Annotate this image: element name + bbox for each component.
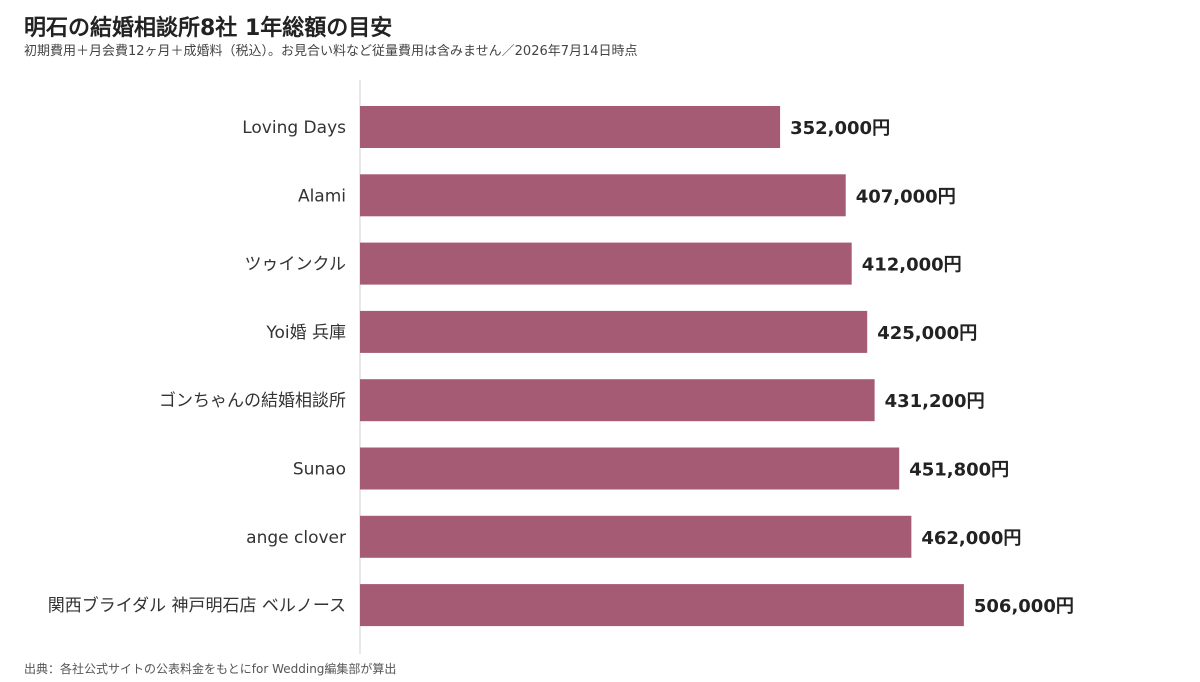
category-label: Alami: [298, 186, 346, 206]
bar: [360, 174, 846, 217]
data-label: 407,000円: [856, 186, 956, 207]
data-label: 506,000円: [974, 596, 1074, 617]
bar: [360, 515, 912, 558]
data-label: 462,000円: [921, 528, 1021, 549]
category-label: Loving Days: [242, 118, 346, 138]
bar: [360, 242, 852, 285]
category-label: Yoi婚 兵庫: [265, 323, 346, 343]
chart-title: 明石の結婚相談所8社 1年総額の目安: [24, 16, 393, 41]
category-label: Sunao: [293, 460, 346, 480]
category-label: ツゥインクル: [245, 255, 347, 275]
chart-subtitle: 初期費用＋月会費12ヶ月＋成婚料（税込）。お見合い料など従量費用は含みません／2…: [24, 44, 638, 59]
category-label: 関西ブライダル 神戸明石店 ベルノース: [48, 595, 346, 616]
data-label: 425,000円: [877, 323, 977, 344]
bar: [360, 310, 868, 353]
source-note: 出典：各社公式サイトの公表料金をもとにfor Wedding編集部が算出: [24, 662, 397, 676]
bar: [360, 584, 964, 627]
bar: [360, 447, 900, 490]
data-label: 352,000円: [790, 118, 890, 139]
data-label: 451,800円: [909, 460, 1009, 481]
category-label: ange clover: [246, 528, 346, 548]
bar: [360, 379, 875, 422]
data-label: 431,200円: [885, 391, 985, 412]
bar: [360, 106, 781, 148]
data-label: 412,000円: [862, 255, 962, 276]
category-label: ゴンちゃんの結婚相談所: [159, 390, 346, 411]
